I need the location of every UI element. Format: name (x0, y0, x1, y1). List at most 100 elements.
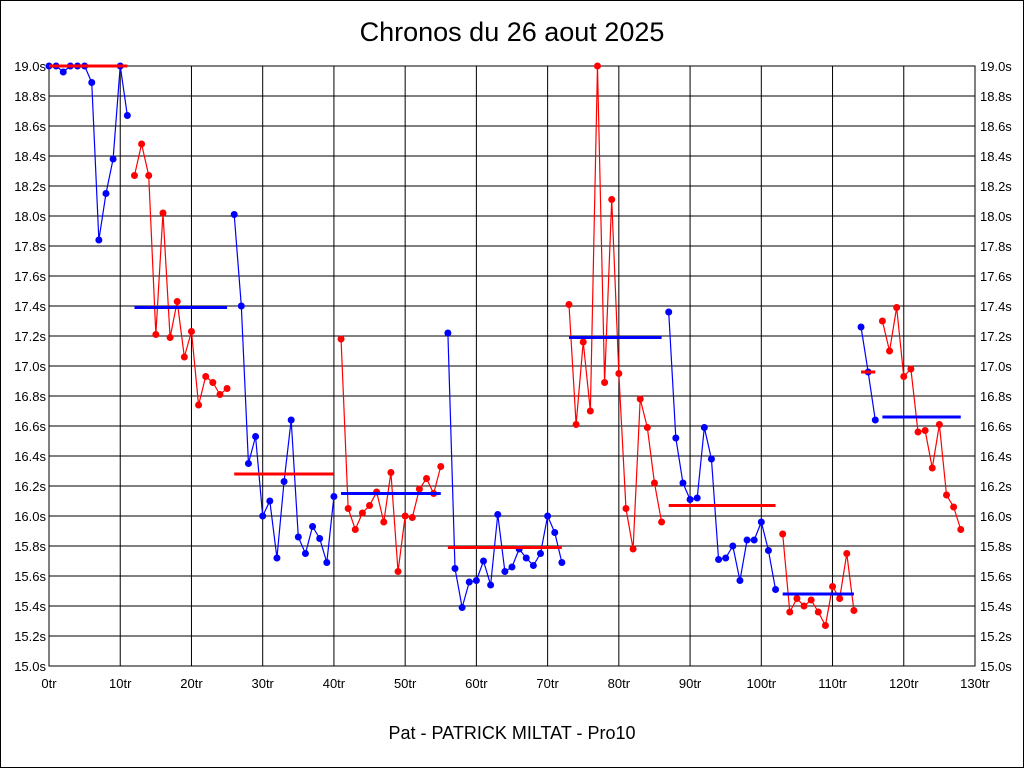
x-tick-label: 60tr (465, 676, 488, 691)
data-point (843, 550, 851, 557)
y-tick-label-right: 16.0s (980, 509, 1012, 524)
data-point (928, 464, 936, 472)
y-tick-label-left: 15.2s (14, 629, 46, 644)
data-point (586, 407, 594, 415)
data-point (536, 550, 544, 557)
data-point (622, 505, 630, 512)
data-point (878, 317, 886, 325)
y-tick-label-right: 18.6s (980, 119, 1012, 134)
data-point (914, 428, 922, 436)
y-tick-label-right: 18.2s (980, 179, 1012, 194)
data-point (501, 568, 509, 575)
data-point (672, 434, 680, 442)
series-line (49, 65, 128, 241)
data-point (95, 236, 103, 244)
data-point (344, 505, 352, 512)
data-point (437, 463, 445, 470)
y-tick-label-right: 15.2s (980, 629, 1012, 644)
data-point (152, 331, 160, 338)
data-point (893, 304, 901, 311)
data-point (458, 604, 466, 611)
y-tick-label-left: 15.0s (14, 659, 46, 674)
data-point (608, 196, 616, 203)
data-point (743, 536, 751, 544)
data-point (159, 209, 167, 217)
x-tick-label: 120tr (889, 676, 919, 691)
data-point (593, 62, 601, 70)
y-tick-label-right: 17.2s (980, 329, 1012, 344)
data-point (358, 509, 366, 517)
x-tick-label: 80tr (608, 676, 631, 691)
y-tick-label-left: 16.2s (14, 479, 46, 494)
data-point (366, 502, 374, 509)
data-point (715, 556, 723, 563)
data-point (244, 460, 252, 467)
series-line (340, 338, 442, 572)
y-tick-label-left: 15.4s (14, 599, 46, 614)
x-tick-label: 70tr (536, 676, 559, 691)
y-tick-label-left: 18.6s (14, 119, 46, 134)
data-point (145, 172, 153, 179)
data-point (551, 529, 559, 536)
data-point (380, 518, 388, 526)
data-point (693, 494, 701, 502)
x-tick-label: 20tr (180, 676, 203, 691)
y-tick-label-right: 18.0s (980, 209, 1012, 224)
data-point (722, 554, 730, 562)
data-point (180, 353, 188, 361)
data-point (387, 469, 395, 476)
data-point (216, 391, 224, 398)
data-point (821, 622, 829, 629)
data-point (636, 395, 644, 403)
data-point (494, 511, 502, 518)
data-point (579, 338, 587, 346)
y-tick-label-right: 16.2s (980, 479, 1012, 494)
data-point (950, 503, 958, 511)
y-tick-label-left: 18.8s (14, 89, 46, 104)
data-point (109, 155, 117, 163)
data-point (280, 478, 288, 485)
y-tick-label-right: 17.4s (980, 299, 1012, 314)
data-point (757, 518, 765, 526)
x-tick-label: 30tr (251, 676, 274, 691)
data-point (187, 328, 195, 335)
data-point (59, 68, 67, 76)
data-point (736, 577, 744, 584)
data-point (686, 496, 694, 503)
series-line (447, 332, 563, 608)
data-point (259, 512, 267, 520)
data-point (544, 512, 552, 520)
data-point (130, 172, 138, 179)
data-point (223, 385, 231, 392)
y-tick-label-left: 15.8s (14, 539, 46, 554)
data-point (465, 578, 473, 586)
data-point (665, 308, 673, 316)
data-point (900, 373, 908, 380)
data-point (807, 596, 815, 604)
y-tick-label-left: 16.4s (14, 449, 46, 464)
y-tick-label-left: 15.6s (14, 569, 46, 584)
data-point (252, 433, 260, 440)
data-point (907, 365, 915, 373)
data-point (601, 379, 609, 386)
data-point (565, 301, 573, 308)
data-point (707, 455, 715, 463)
data-point (793, 595, 801, 602)
y-tick-label-left: 19.0s (14, 59, 46, 74)
data-point (423, 475, 431, 482)
data-point (943, 491, 951, 499)
data-point (836, 595, 844, 602)
y-tick-label-right: 15.0s (980, 659, 1012, 674)
y-tick-label-right: 15.6s (980, 569, 1012, 584)
data-point (643, 424, 651, 431)
data-point (309, 523, 317, 530)
y-tick-label-left: 17.6s (14, 269, 46, 284)
data-point (829, 583, 837, 590)
data-point (800, 602, 808, 610)
data-point (871, 416, 879, 424)
data-point (266, 497, 274, 505)
data-point (323, 559, 331, 566)
data-point (857, 323, 865, 331)
